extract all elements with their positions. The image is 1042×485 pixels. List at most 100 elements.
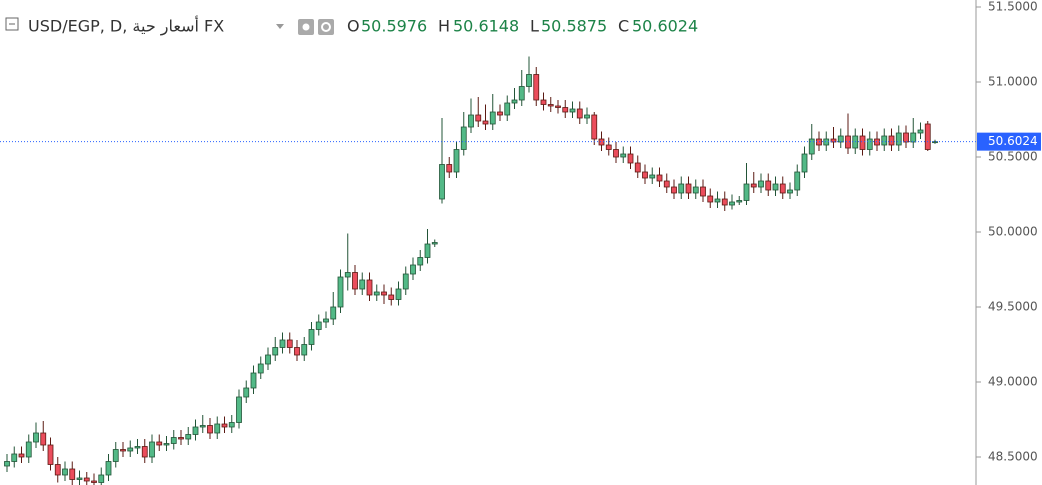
candle-body bbox=[62, 468, 68, 476]
y-tick-label: 49.0000 bbox=[988, 374, 1038, 388]
candle-body bbox=[359, 279, 366, 290]
candle-body bbox=[634, 162, 641, 173]
candle-body bbox=[511, 99, 518, 104]
candle-body bbox=[98, 474, 105, 483]
candle-body bbox=[11, 453, 18, 462]
ohlc-label: L bbox=[530, 17, 539, 36]
settings-icon[interactable] bbox=[318, 19, 334, 35]
candle-body bbox=[141, 446, 148, 458]
candle-body bbox=[40, 432, 47, 446]
candle-body bbox=[127, 447, 134, 452]
candle-body bbox=[736, 200, 743, 203]
candle-body bbox=[895, 132, 902, 146]
candle-body bbox=[504, 102, 511, 116]
candle-body bbox=[779, 183, 786, 194]
candle-body bbox=[569, 108, 576, 113]
candle-body bbox=[837, 135, 844, 143]
collapse-icon[interactable] bbox=[5, 17, 19, 31]
candle-body bbox=[808, 138, 815, 155]
candle-body bbox=[547, 104, 554, 107]
y-tick-label: 51.0000 bbox=[988, 75, 1038, 89]
ohlc-value: 50.5976 bbox=[361, 17, 427, 36]
candle-body bbox=[395, 288, 402, 300]
candle-body bbox=[707, 195, 714, 203]
candle-body bbox=[185, 434, 192, 440]
candle-body bbox=[671, 186, 677, 194]
y-tick-label: 50.5000 bbox=[988, 150, 1038, 164]
candle-body bbox=[460, 126, 467, 150]
candle-body bbox=[417, 257, 424, 266]
ohlc-label: O bbox=[347, 17, 360, 36]
candle-body bbox=[489, 111, 496, 125]
candle-body bbox=[620, 153, 627, 158]
candle-body bbox=[25, 441, 32, 458]
candle-body bbox=[323, 318, 329, 323]
candle-body bbox=[221, 423, 228, 428]
candle-body bbox=[134, 446, 141, 449]
candle-body bbox=[431, 242, 438, 245]
candle-body bbox=[888, 135, 895, 146]
candle-body bbox=[250, 372, 257, 389]
y-tick-label: 51.5000 bbox=[988, 0, 1038, 14]
candle-body bbox=[642, 171, 648, 179]
symbol-title[interactable]: USD/EGP, D, أسعار حية FX bbox=[28, 16, 224, 37]
ohlc-label: H bbox=[438, 17, 450, 36]
candle-body bbox=[468, 114, 474, 128]
candle-body bbox=[576, 108, 583, 119]
candle-body bbox=[497, 111, 503, 116]
candle-body bbox=[149, 441, 155, 458]
candle-body bbox=[663, 180, 670, 188]
candle-body bbox=[352, 272, 358, 290]
candle-body bbox=[540, 99, 547, 105]
candle-body bbox=[555, 105, 561, 108]
candle-body bbox=[613, 149, 619, 158]
y-tick-label: 50.0000 bbox=[988, 225, 1038, 239]
candle-body bbox=[272, 347, 279, 356]
candle-body bbox=[83, 477, 90, 482]
candle-body bbox=[772, 183, 779, 191]
candle-body bbox=[381, 291, 387, 296]
candle-body bbox=[308, 329, 315, 345]
candle-body bbox=[207, 425, 213, 434]
candle-body bbox=[236, 396, 242, 423]
candle-body bbox=[156, 441, 163, 446]
candle-body bbox=[750, 183, 757, 188]
candle-body bbox=[700, 186, 706, 197]
candle-body bbox=[685, 183, 692, 194]
candle-body bbox=[301, 344, 308, 356]
dropdown-caret[interactable] bbox=[276, 24, 284, 29]
candle-body bbox=[105, 461, 112, 476]
ohlc-value: 50.6024 bbox=[632, 17, 698, 36]
candle-body bbox=[243, 387, 250, 398]
candle-body bbox=[743, 183, 750, 201]
candle-body bbox=[649, 174, 656, 179]
settings-icon-gear bbox=[321, 22, 331, 32]
candle-body bbox=[765, 180, 772, 191]
ohlc-value: 50.5875 bbox=[541, 17, 607, 36]
candle-body bbox=[787, 189, 793, 194]
candle-body bbox=[533, 74, 540, 101]
candle-body bbox=[453, 149, 460, 173]
candle-body bbox=[33, 432, 39, 443]
candle-body bbox=[801, 153, 808, 173]
candle-body bbox=[482, 120, 489, 125]
last-price-label: 50.6024 bbox=[988, 134, 1038, 148]
candle-body bbox=[228, 422, 235, 428]
candle-body bbox=[112, 449, 119, 462]
candle-body bbox=[76, 477, 83, 480]
candle-body bbox=[924, 123, 931, 150]
candle-body bbox=[47, 444, 54, 465]
candle-body bbox=[170, 437, 177, 444]
candle-body bbox=[4, 461, 10, 467]
candle-body bbox=[932, 141, 938, 144]
candle-body bbox=[257, 363, 264, 374]
candle-body bbox=[279, 339, 286, 348]
last-price-badge bbox=[977, 132, 1041, 151]
candle-body bbox=[315, 321, 322, 330]
candle-body bbox=[598, 138, 605, 146]
candle-body bbox=[337, 276, 344, 308]
candle-body bbox=[758, 180, 764, 188]
candle-body bbox=[678, 183, 685, 194]
candle-body bbox=[605, 144, 612, 150]
